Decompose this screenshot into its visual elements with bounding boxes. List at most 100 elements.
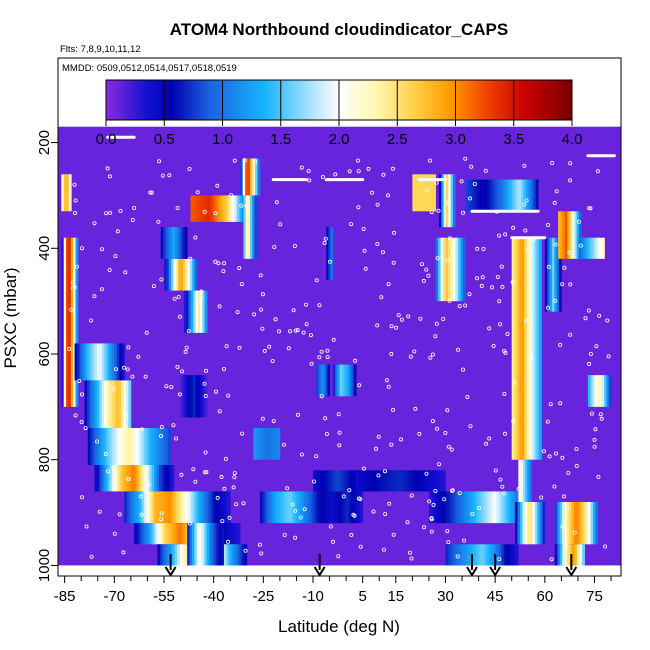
cloud-marker xyxy=(429,517,434,522)
cloud-marker xyxy=(434,180,439,185)
heatmap-cell xyxy=(519,237,523,460)
cloud-marker xyxy=(429,210,434,215)
heatmap-cell xyxy=(241,195,245,222)
heatmap-cell xyxy=(82,343,85,381)
cloud-marker xyxy=(222,486,227,491)
cloud-marker xyxy=(484,441,489,446)
heatmap-cell xyxy=(218,523,222,566)
cloud-marker xyxy=(273,317,278,322)
heatmap-cell xyxy=(334,126,338,566)
heatmap-cell xyxy=(221,523,224,566)
heatmap-cell xyxy=(217,195,221,222)
heatmap-cell xyxy=(346,126,350,566)
heatmap-cell xyxy=(104,465,108,492)
cloud-curtain xyxy=(412,174,436,212)
heatmap-cell xyxy=(597,237,601,259)
cloud-marker xyxy=(502,391,507,396)
heatmap-cell xyxy=(595,502,599,545)
cloud-marker xyxy=(304,322,309,327)
heatmap-cell xyxy=(114,465,118,492)
heatmap-cell xyxy=(217,491,221,524)
cloud-marker xyxy=(253,159,258,164)
heatmap-cell xyxy=(321,491,324,524)
cloud-marker xyxy=(481,246,486,251)
cloud-marker xyxy=(558,401,563,406)
heatmap-cell xyxy=(576,502,580,545)
cloud-marker xyxy=(487,436,492,441)
heatmap-cell xyxy=(171,465,175,492)
cloud-marker xyxy=(441,316,446,321)
heatmap-cell xyxy=(241,544,245,566)
cloud-marker xyxy=(494,209,499,214)
heatmap-cell xyxy=(433,470,436,492)
heatmap-cell xyxy=(324,126,328,566)
heatmap-cell xyxy=(136,523,140,545)
cloud-marker xyxy=(157,159,162,164)
cloud-marker xyxy=(568,161,573,166)
heatmap-cell xyxy=(320,364,324,397)
heatmap-cell xyxy=(496,544,500,566)
cloud-marker xyxy=(298,515,303,520)
cloud-marker xyxy=(337,443,342,448)
heatmap-cell xyxy=(330,470,334,492)
cloud-marker xyxy=(337,430,342,435)
heatmap-cell xyxy=(284,491,288,524)
cloud-marker xyxy=(285,486,290,491)
heatmap-cell xyxy=(569,211,573,259)
heatmap-cell xyxy=(479,179,483,212)
heatmap-cell xyxy=(438,491,442,524)
heatmap-cell xyxy=(287,126,291,566)
cloud-marker xyxy=(125,367,130,372)
heatmap-cell xyxy=(516,237,520,460)
heatmap-cell xyxy=(194,523,198,566)
heatmap-cell xyxy=(197,126,201,566)
heatmap-cell xyxy=(316,491,320,524)
cloud-curtain xyxy=(253,428,281,460)
cloud-curtain xyxy=(84,380,132,428)
heatmap-cell xyxy=(313,470,316,492)
heatmap-cell xyxy=(440,237,444,302)
heatmap-cell xyxy=(242,126,246,566)
cloud-marker xyxy=(331,337,336,342)
cloud-marker xyxy=(505,331,510,336)
cloud-marker xyxy=(333,172,338,177)
cloud-marker xyxy=(217,409,222,414)
heatmap-cell xyxy=(275,428,278,460)
heatmap-cell xyxy=(129,465,133,492)
x-tick-label: 15 xyxy=(387,588,404,605)
heatmap-cell xyxy=(530,179,534,212)
heatmap-cell xyxy=(68,237,72,407)
heatmap-cell xyxy=(465,179,469,212)
heatmap-cell xyxy=(119,343,123,381)
heatmap-cell xyxy=(559,502,563,545)
cloud-curtain xyxy=(94,465,175,492)
heatmap-cell xyxy=(333,491,337,524)
cloud-marker xyxy=(599,416,604,421)
heatmap-cell xyxy=(225,491,229,524)
x-tick-label: -70 xyxy=(103,588,125,605)
heatmap-cell xyxy=(503,491,507,524)
heatmap-cell xyxy=(481,126,485,566)
heatmap-cell xyxy=(419,126,423,566)
heatmap-cell xyxy=(394,126,398,566)
heatmap-cell xyxy=(435,237,439,302)
heatmap-cell xyxy=(415,470,419,492)
heatmap-cell xyxy=(571,502,575,545)
cloud-marker xyxy=(293,328,298,333)
heatmap-cell xyxy=(493,491,497,524)
heatmap-cell xyxy=(344,364,348,397)
heatmap-cell xyxy=(418,470,422,492)
heatmap-cell xyxy=(508,544,512,566)
heatmap-cell xyxy=(121,343,125,381)
x-tick-label: -55 xyxy=(153,588,175,605)
cloud-marker xyxy=(301,330,306,335)
heatmap-cell xyxy=(535,179,539,212)
heatmap-cell xyxy=(297,126,301,566)
heatmap-cell xyxy=(272,428,276,460)
cloud-marker xyxy=(158,433,163,438)
heatmap-cell xyxy=(498,126,502,566)
cloud-marker xyxy=(380,250,385,255)
cloud-marker xyxy=(361,466,366,471)
heatmap-cell xyxy=(188,290,192,333)
heatmap-cell xyxy=(461,126,465,566)
